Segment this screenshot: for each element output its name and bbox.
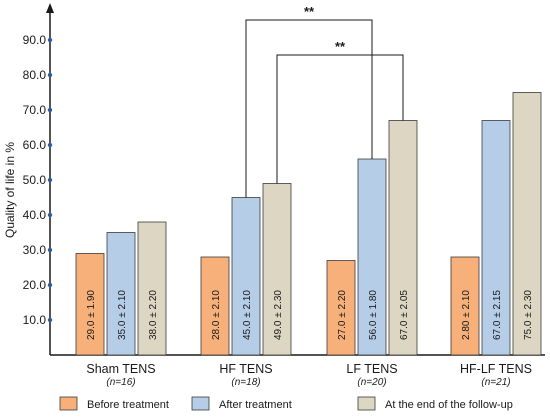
bar-value-label: 27.0 ± 2.20	[337, 290, 348, 340]
bar-value-label: 35.0 ± 2.10	[117, 290, 128, 340]
category-sample-size: (n=16)	[106, 377, 135, 388]
significance-marker: **	[304, 4, 315, 19]
bar-value-label: 67.0 ± 2.05	[399, 290, 410, 340]
significance-annotations: ** **	[245, 4, 404, 198]
bar-value-label: 56.0 ± 1.80	[368, 290, 379, 340]
y-axis-label: Quality of life in %	[3, 142, 17, 238]
y-tick-label: 70.0	[23, 103, 47, 117]
bar	[450, 256, 480, 356]
y-tick-label: 80.0	[23, 68, 47, 82]
legend-label: At the end of the follow-up	[385, 399, 513, 411]
bars: 29.0 ± 1.90 35.0 ± 2.10 38.0 ± 2.20 28.0 ± …	[75, 92, 542, 356]
y-tick-label: 90.0	[23, 33, 47, 47]
bar-value-label: 49.0 ± 2.30	[273, 290, 284, 340]
category-sample-size: (n=20)	[357, 377, 386, 388]
bar	[481, 120, 511, 356]
bar	[357, 158, 387, 356]
bar-value-label: 75.0 ± 2.30	[523, 290, 534, 340]
bar-value-label: 2.80 ± 2.10	[461, 290, 472, 340]
y-tick-marker	[47, 247, 53, 253]
bar	[231, 197, 261, 356]
y-tick-label: 60.0	[23, 138, 47, 152]
category-sample-size: (n=18)	[231, 377, 260, 388]
bar	[200, 256, 230, 356]
legend-swatch	[191, 396, 210, 411]
legend-swatch	[59, 396, 78, 411]
legend-label: Before treatment	[87, 399, 169, 411]
significance-bracket	[276, 54, 404, 184]
y-tick-marker	[47, 142, 53, 148]
bar	[262, 183, 292, 356]
significance-bracket	[245, 19, 373, 198]
legend-label: After treatment	[219, 399, 292, 411]
category-labels: Sham TENS(n=16) HF TENS(n=18) LF TENS(n=20…	[86, 362, 532, 388]
bar	[106, 232, 136, 356]
bar	[388, 120, 418, 356]
category-sample-size: (n=21)	[481, 377, 510, 388]
y-tick-marker	[47, 282, 53, 288]
y-axis-arrow	[46, 3, 54, 13]
y-tick-marker	[47, 37, 53, 43]
bar	[137, 221, 167, 356]
bar-value-label: 45.0 ± 2.10	[242, 290, 253, 340]
y-tick-marker	[47, 212, 53, 218]
category-label: HF-LF TENS	[460, 362, 532, 376]
bar-value-label: 28.0 ± 2.10	[211, 290, 222, 340]
bar-value-label: 38.0 ± 2.20	[148, 290, 159, 340]
bar	[326, 260, 356, 356]
y-tick-label: 20.0	[23, 278, 47, 292]
y-tick-marker	[47, 72, 53, 78]
y-tick-marker	[47, 177, 53, 183]
y-tick-marker	[47, 317, 53, 323]
legend-swatch	[357, 396, 376, 411]
y-tick-label: 30.0	[23, 243, 47, 257]
bar	[75, 253, 105, 356]
y-tick-marker	[47, 107, 53, 113]
bar	[512, 92, 542, 356]
category-label: HF TENS	[219, 362, 272, 376]
legend: Before treatment After treatment At the en…	[59, 396, 513, 411]
y-tick-label: 40.0	[23, 208, 47, 222]
category-label: LF TENS	[346, 362, 397, 376]
y-tick-label: 50.0	[23, 173, 47, 187]
significance-marker: **	[335, 39, 346, 54]
category-label: Sham TENS	[86, 362, 155, 376]
bar-value-label: 29.0 ± 1.90	[86, 290, 97, 340]
y-tick-label: 10.0	[23, 313, 47, 327]
bar-value-label: 67.0 ± 2.15	[492, 290, 503, 340]
